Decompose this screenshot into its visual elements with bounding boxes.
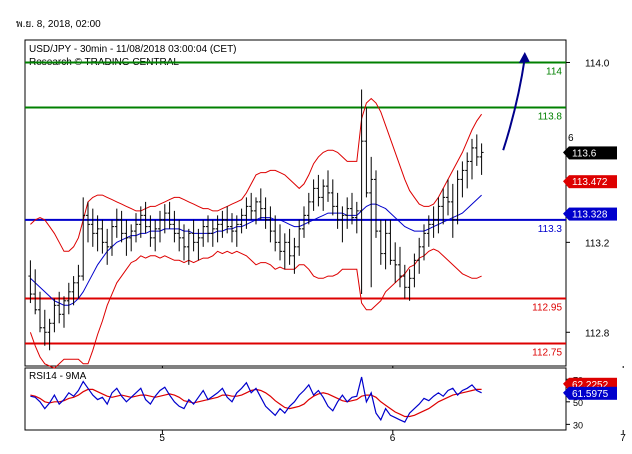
- rsi-tick-label: 30: [573, 420, 583, 430]
- y-tick-label: 114.0: [585, 58, 610, 69]
- chart-title: USD/JPY - 30min - 11/08/2018 03:00:04 (C…: [29, 44, 237, 55]
- price-axis: 114.0 113.2 112.8: [566, 58, 610, 339]
- bollinger-lower: [29, 248, 482, 369]
- price-tag-box: [569, 146, 617, 160]
- arrow-head: [518, 51, 530, 63]
- rsi-tag-label: 61.5975: [572, 389, 609, 400]
- arrow-shaft: [502, 57, 526, 151]
- rsi-tag-pointer: [563, 377, 569, 391]
- x-tick-label: 7: [620, 433, 626, 444]
- candlesticks: [28, 89, 484, 351]
- price-tag-box: [569, 207, 617, 221]
- forecast-arrow: [502, 51, 530, 151]
- price-tag-label: 113.328: [572, 210, 608, 221]
- level-label: 114: [546, 66, 562, 77]
- rsi-panel: [24, 367, 567, 431]
- price-tag-label: 113.6: [572, 148, 597, 159]
- y-tick-label: 112.8: [585, 328, 610, 339]
- rsi-lines: [30, 376, 482, 423]
- price-tag-box: [569, 175, 617, 189]
- header-timestamp: พ.ย. 8, 2018, 02:00: [16, 19, 101, 30]
- x-tick-label: 5: [159, 433, 165, 444]
- partial-axis-label: 6: [568, 133, 574, 144]
- bollinger-upper: [30, 97, 483, 252]
- main-panel: [24, 39, 567, 367]
- level-label: 113.8: [538, 111, 563, 122]
- x-tick-label: 6: [390, 433, 396, 444]
- rsi-line: [30, 376, 482, 423]
- price-tag-pointer: [563, 175, 569, 189]
- price-tag-pointer: [563, 207, 569, 221]
- price-tag-pointer: [563, 146, 569, 160]
- level-label: 112.75: [532, 348, 562, 359]
- price-tag-label: 113.472: [572, 177, 608, 188]
- time-axis: 5678: [159, 366, 626, 444]
- price-tags: 113.6 113.472 113.328: [563, 146, 617, 221]
- rsi-label: RSI14 - 9MA: [29, 371, 87, 382]
- rsi-tag-box: [569, 386, 617, 400]
- rsi-tag-pointer: [563, 386, 569, 400]
- rsi-tick-label: 50: [573, 398, 583, 408]
- support-resistance-levels: 114 113.8 113.3 112.95 112.75: [25, 61, 566, 359]
- rsi-tag-label: 62.2252: [572, 380, 609, 391]
- level-label: 113.3: [538, 224, 563, 235]
- level-label: 112.95: [532, 303, 562, 314]
- y-tick-label: 113.2: [585, 238, 610, 249]
